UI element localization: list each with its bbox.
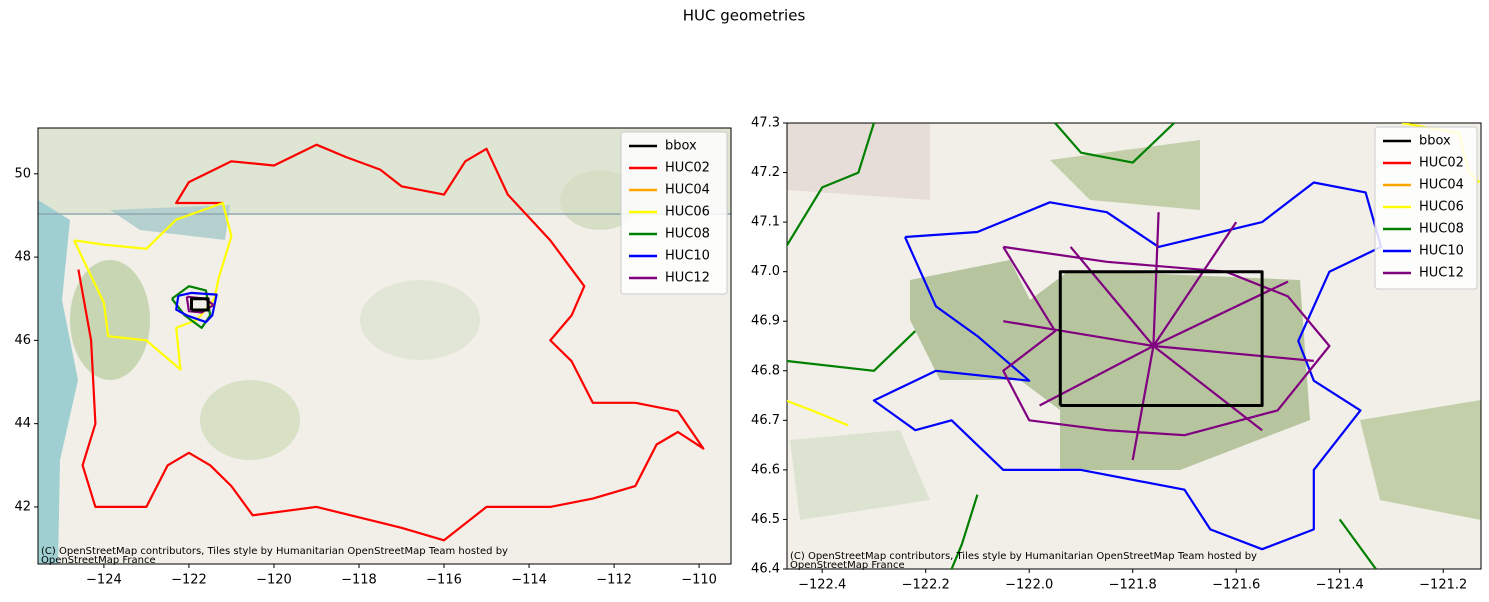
axes-frame xyxy=(786,122,1482,570)
boundary-line xyxy=(175,291,218,324)
legend-label: HUC10 xyxy=(1419,244,1464,259)
y-tick-label: 46.7 xyxy=(751,413,780,428)
legend-label: HUC10 xyxy=(665,249,710,264)
boundary-line xyxy=(190,297,210,312)
x-tick-label: −122.2 xyxy=(902,578,950,593)
y-tick-label: 46.4 xyxy=(751,562,780,577)
legend-label: HUC12 xyxy=(1419,266,1464,281)
legend-label: HUC12 xyxy=(665,271,710,286)
boundary-line xyxy=(77,143,705,542)
x-tick-label: −121.6 xyxy=(1212,578,1260,593)
basemap xyxy=(787,123,1481,569)
boundary-line xyxy=(787,123,1377,569)
y-tick-label: 48 xyxy=(14,250,31,265)
x-tick-label: −121.4 xyxy=(1316,578,1364,593)
boundary-line xyxy=(73,201,233,371)
legend-label: HUC08 xyxy=(1419,222,1464,237)
plot-area xyxy=(73,143,705,542)
boundary-line xyxy=(1058,270,1264,407)
y-tick-label: 44 xyxy=(14,416,31,431)
x-tick-label: −122 xyxy=(171,573,207,588)
legend-label: HUC02 xyxy=(665,161,710,176)
y-tick-label: 47.0 xyxy=(751,264,780,279)
y-tick-label: 46.8 xyxy=(751,363,780,378)
legend-label: HUC08 xyxy=(665,227,710,242)
attribution: (C) OpenStreetMap contributors, Tiles st… xyxy=(41,546,508,566)
y-tick-label: 47.3 xyxy=(751,116,780,131)
x-tick-label: −114 xyxy=(511,573,547,588)
x-tick-label: −112 xyxy=(596,573,632,588)
legend-label: HUC06 xyxy=(1419,200,1464,215)
x-tick-label: −122.0 xyxy=(1005,578,1053,593)
x-tick-label: −121.2 xyxy=(1419,578,1467,593)
y-tick-label: 47.1 xyxy=(751,215,780,230)
x-tick-label: −121.8 xyxy=(1109,578,1157,593)
legend-label: bbox xyxy=(1419,134,1451,149)
legend-box xyxy=(1374,126,1478,290)
legend-label: HUC02 xyxy=(1419,156,1464,171)
y-tick-label: 50 xyxy=(14,166,31,181)
y-tick-label: 46.6 xyxy=(751,462,780,477)
y-tick-label: 46 xyxy=(14,333,31,348)
x-tick-label: −116 xyxy=(426,573,462,588)
figure-title: HUC geometries xyxy=(683,7,806,25)
attribution: (C) OpenStreetMap contributors, Tiles st… xyxy=(790,551,1257,571)
y-tick-label: 42 xyxy=(14,499,31,514)
y-tick-label: 46.5 xyxy=(751,512,780,527)
legend-label: bbox xyxy=(665,139,697,154)
boundary-line xyxy=(1002,212,1331,461)
x-tick-label: −110 xyxy=(681,573,717,588)
axes-frame xyxy=(37,127,732,565)
x-tick-label: −122.4 xyxy=(798,578,846,593)
legend-box xyxy=(620,131,728,295)
x-tick-label: −120 xyxy=(256,573,292,588)
x-tick-label: −118 xyxy=(341,573,377,588)
legend-label: HUC04 xyxy=(1419,178,1464,193)
legend-label: HUC06 xyxy=(665,205,710,220)
legend-label: HUC04 xyxy=(665,183,710,198)
boundary-line xyxy=(872,181,1383,551)
y-tick-label: 47.2 xyxy=(751,165,780,180)
x-tick-label: −124 xyxy=(86,573,122,588)
y-tick-label: 46.9 xyxy=(751,314,780,329)
